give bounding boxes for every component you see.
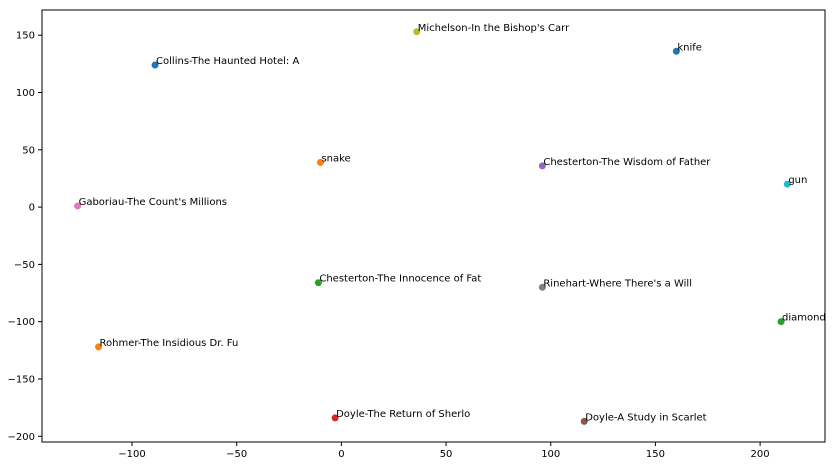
scatter-point	[413, 28, 421, 36]
y-tick-label: −200	[8, 432, 35, 443]
y-tick-label: −100	[8, 317, 35, 328]
point-label: Gaboriau-The Count's Millions	[79, 197, 227, 208]
x-axis: −100 −50 0 50 100 150 200	[118, 442, 770, 460]
point-label: Doyle-The Return of Sherlo	[336, 409, 470, 420]
point-label: Collins-The Haunted Hotel: A	[156, 56, 299, 67]
plot-area	[41, 9, 826, 443]
y-tick-label: 0	[29, 203, 35, 214]
scatter-point	[783, 180, 791, 188]
scatter-point	[316, 158, 324, 166]
point-label: Rohmer-The Insidious Dr. Fu	[100, 338, 239, 349]
scatter-point	[314, 279, 322, 287]
point-label: snake	[321, 153, 350, 164]
data-points: Michelson-In the Bishop's Carr knife Colli…	[74, 23, 826, 425]
point-label: Doyle-A Study in Scarlet	[585, 412, 706, 423]
y-tick-label: 150	[16, 31, 35, 42]
scatter-point	[777, 318, 785, 326]
scatter-point	[580, 417, 588, 425]
scatter-point	[74, 202, 82, 210]
y-axis: −200 −150 −100 −50 0 50 100 150	[8, 31, 42, 443]
y-tick-label: −150	[8, 374, 35, 385]
x-tick-label: 0	[338, 449, 344, 460]
scatter-point	[538, 162, 546, 170]
y-tick-label: 50	[22, 145, 35, 156]
point-label: Chesterton-The Innocence of Fat	[319, 274, 481, 285]
x-tick-label: −50	[226, 449, 247, 460]
scatter-point	[95, 343, 103, 351]
x-tick-label: 150	[646, 449, 665, 460]
scatter-point	[672, 47, 680, 55]
y-tick-label: −50	[14, 260, 35, 271]
point-label: Michelson-In the Bishop's Carr	[418, 23, 570, 34]
y-tick-label: 100	[16, 88, 35, 99]
scatter-point	[331, 414, 339, 422]
point-label: gun	[788, 175, 807, 186]
point-label: Rinehart-Where There's a Will	[543, 278, 692, 289]
scatter-point	[538, 283, 546, 291]
x-tick-label: −100	[118, 449, 145, 460]
point-label: diamond	[782, 313, 826, 324]
x-tick-label: 100	[541, 449, 560, 460]
scatter-point	[151, 61, 159, 69]
x-tick-label: 50	[440, 449, 453, 460]
point-label: knife	[677, 42, 702, 53]
point-label: Chesterton-The Wisdom of Father	[543, 157, 711, 168]
x-tick-label: 200	[751, 449, 770, 460]
